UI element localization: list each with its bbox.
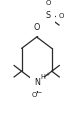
Text: O$^-$: O$^-$ [31,90,43,99]
Text: O: O [59,13,64,19]
Text: N: N [34,78,40,87]
Text: O: O [34,23,40,32]
Text: O: O [45,0,51,6]
Text: S: S [45,11,51,20]
Text: H$^+$: H$^+$ [40,72,51,82]
